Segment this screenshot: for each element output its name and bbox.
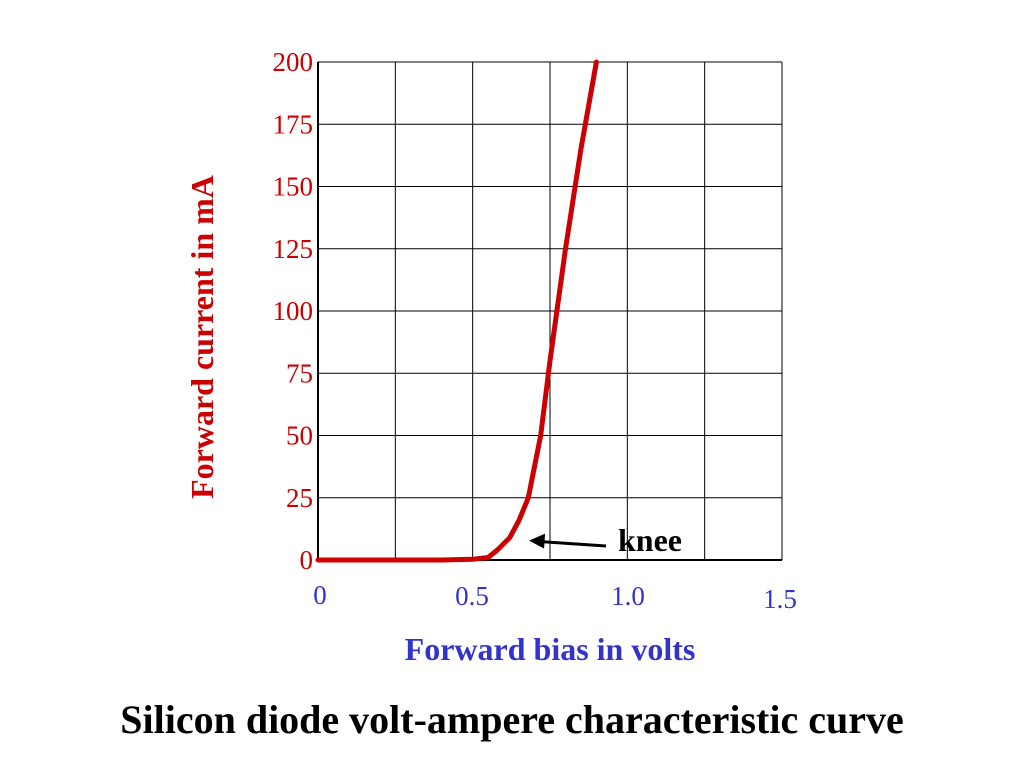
knee-annotation: knee — [529, 522, 682, 558]
grid — [317, 61, 783, 561]
x-tick-label: 0.5 — [455, 581, 489, 611]
x-tick-label: 1.5 — [763, 584, 797, 614]
knee-label: knee — [618, 522, 682, 558]
y-tick-label: 50 — [286, 421, 313, 451]
y-tick-label: 175 — [273, 109, 314, 139]
forward-current-curve — [315, 59, 599, 563]
chart-title: Silicon diode volt-ampere characteristic… — [120, 697, 904, 742]
x-axis-label: Forward bias in volts — [405, 631, 696, 667]
y-axis-label: Forward current in mA — [184, 175, 220, 499]
y-tick-label: 75 — [286, 358, 313, 388]
y-tick-label: 150 — [273, 172, 314, 202]
y-tick-label: 100 — [273, 296, 314, 326]
x-tick-label: 0 — [313, 580, 327, 610]
knee-arrow-head — [529, 533, 546, 549]
y-tick-label: 0 — [300, 545, 314, 575]
knee-arrow — [540, 540, 607, 548]
y-tick-labels: 0 25 50 75 100 125 150 175 200 — [273, 47, 314, 575]
x-tick-label: 1.0 — [611, 581, 645, 611]
x-tick-labels: 0 0.5 1.0 1.5 — [313, 580, 797, 614]
y-tick-label: 200 — [273, 47, 314, 77]
y-tick-label: 25 — [286, 483, 313, 513]
y-tick-label: 125 — [273, 234, 314, 264]
